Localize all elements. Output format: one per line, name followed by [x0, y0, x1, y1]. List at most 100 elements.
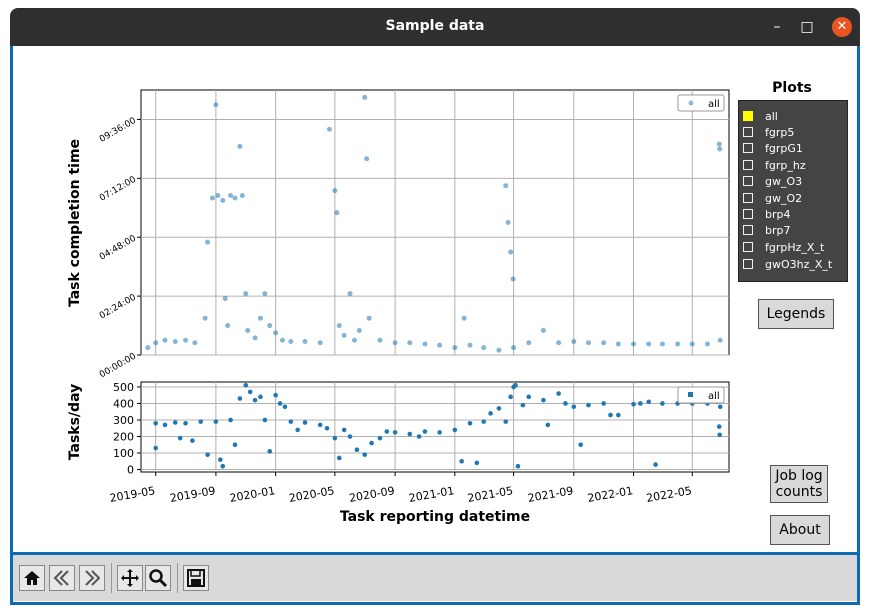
checkbox-icon[interactable] [743, 160, 753, 170]
completion-time-point [267, 323, 273, 329]
tasks-per-day-point [295, 427, 300, 433]
zoom-icon[interactable] [145, 565, 171, 591]
plot-item-fgrphz-x-t[interactable]: fgrpHz_X_t [743, 239, 824, 255]
tasks-per-day-point [205, 452, 210, 457]
completion-time-point [511, 345, 517, 351]
tasks-per-day-ytick-label: 0 [127, 464, 134, 477]
completion-time-point [496, 347, 502, 353]
maximize-button[interactable]: □ [800, 19, 814, 35]
plot-item-brp4[interactable]: brp4 [743, 206, 791, 222]
plot-item-label: brp4 [765, 207, 791, 221]
tasks-per-day-point [515, 463, 521, 469]
completion-time-point [225, 323, 231, 329]
completion-time-point [334, 210, 340, 216]
completion-time-point [704, 341, 710, 347]
toolbar-separator [177, 563, 178, 593]
tasks-per-day-legend: all [677, 386, 725, 404]
job-log-counts-label-line2: counts [775, 484, 823, 500]
figure-canvas[interactable]: 00:00:00 02:24:00 04:48:00 07:12:00 09:36:00… [14, 50, 856, 549]
plot-item-label: brp7 [765, 223, 791, 237]
tasks-per-day-point [716, 424, 722, 429]
completion-time-point [317, 340, 323, 346]
completion-time-point [288, 339, 294, 345]
checkbox-icon[interactable] [743, 176, 753, 186]
checkbox-icon[interactable] [743, 193, 753, 203]
plot-item-gw-o3[interactable]: gw_O3 [743, 173, 802, 189]
completion-time-axes[interactable]: 00:00:00 02:24:00 04:48:00 07:12:00 09:36:00… [67, 89, 730, 380]
tasks-per-day-xtick-label: 2019-05 [109, 484, 157, 505]
minimize-button[interactable]: – [773, 19, 781, 35]
plot-item-label: fgrp_hz [765, 158, 806, 172]
job-log-counts-button[interactable]: Job log counts [770, 465, 828, 503]
save-icon[interactable] [183, 565, 209, 591]
tasks-per-day-point [586, 402, 591, 408]
checkbox-icon[interactable] [743, 225, 753, 235]
tasks-per-day-point [513, 383, 518, 388]
tasks-per-day-point [660, 401, 665, 406]
completion-time-point [585, 340, 591, 346]
completion-time-point [364, 156, 370, 162]
plot-item-all[interactable]: all [743, 108, 778, 124]
tasks-per-day-point [172, 420, 178, 425]
plot-item-gw-o2[interactable]: gw_O2 [743, 190, 802, 206]
tasks-per-day-point [631, 401, 636, 407]
tasks-per-day-xtick-label: 2021-01 [408, 484, 456, 505]
completion-time-point [245, 327, 251, 333]
completion-time-grid [141, 90, 729, 356]
completion-time-point [659, 341, 665, 347]
tasks-per-day-point [488, 411, 493, 416]
tasks-per-day-ylabel: Tasks/day [67, 384, 83, 460]
figure-svg[interactable]: 00:00:00 02:24:00 04:48:00 07:12:00 09:36:00… [14, 50, 856, 549]
pan-icon[interactable] [117, 565, 143, 591]
tasks-per-day-ytick-label: 200 [113, 430, 134, 443]
tasks-per-day-point [563, 401, 568, 406]
tasks-per-day-point [384, 429, 390, 434]
forward-icon[interactable] [79, 565, 105, 591]
tasks-per-day-point [262, 417, 268, 423]
checkbox-icon[interactable] [743, 259, 753, 269]
tasks-per-day-xtick-label: 2020-09 [348, 484, 396, 505]
completion-time-point [347, 291, 353, 297]
completion-time-ytick-label: 04:48:00 [98, 234, 138, 263]
tasks-per-day-point [638, 401, 643, 406]
tasks-per-day-point [541, 397, 546, 403]
checkbox-icon[interactable] [743, 143, 753, 153]
navigation-toolbar [13, 552, 857, 601]
plot-item-fgrpG1[interactable]: fgrpG1 [743, 140, 803, 156]
tasks-per-day-point [267, 449, 273, 454]
tasks-per-day-point [218, 457, 223, 462]
home-icon[interactable] [19, 565, 45, 591]
tasks-per-day-point [407, 431, 413, 437]
tasks-per-day-point [228, 417, 233, 423]
completion-time-point [252, 335, 258, 341]
back-icon[interactable] [49, 565, 75, 591]
close-button[interactable]: ✕ [832, 17, 852, 37]
completion-time-point [571, 339, 577, 345]
toolbar-separator [111, 563, 112, 593]
checkbox-icon[interactable] [743, 242, 753, 252]
plot-item-fgrp5[interactable]: fgrp5 [743, 124, 794, 140]
checkbox-icon[interactable] [743, 209, 753, 219]
plot-item-gwo3hz-x-t[interactable]: gwO3hz_X_t [743, 256, 832, 272]
tasks-per-day-point [162, 422, 168, 428]
completion-time-point [262, 291, 268, 297]
tasks-per-day-point [571, 404, 577, 410]
plot-item-fgrp-hz[interactable]: fgrp_hz [743, 157, 806, 173]
plot-item-label: gw_O2 [765, 191, 803, 205]
checkbox-checked-icon[interactable] [743, 111, 753, 121]
tasks-per-day-point [520, 402, 526, 408]
tasks-per-day-point [526, 394, 532, 400]
window-title: Sample data [385, 18, 485, 34]
checkbox-icon[interactable] [743, 127, 753, 137]
about-button[interactable]: About [770, 515, 830, 545]
tasks-per-day-point [190, 438, 195, 443]
tasks-per-day-point [422, 429, 428, 434]
plot-item-brp7[interactable]: brp7 [743, 222, 791, 238]
tasks-per-day-point [452, 427, 458, 433]
tasks-per-day-point [288, 419, 294, 424]
completion-time-point [481, 345, 487, 351]
tasks-per-day-xlabel: Task reporting datetime [340, 509, 530, 525]
tasks-per-day-point [717, 404, 723, 410]
legends-button[interactable]: Legends [758, 299, 834, 329]
